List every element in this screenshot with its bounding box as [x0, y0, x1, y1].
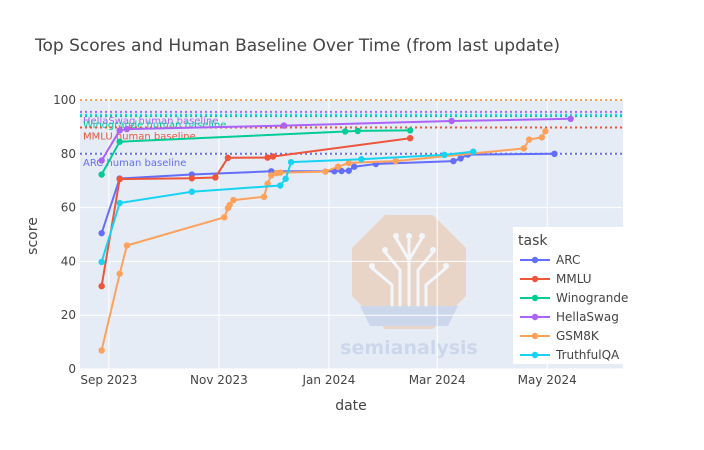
legend-item-label: TruthfulQA	[555, 348, 620, 362]
data-point	[116, 127, 123, 134]
chart-title: Top Scores and Human Baseline Over Time …	[34, 36, 560, 56]
legend-title: task	[518, 233, 548, 249]
axes: 0 20 40 60 80 100 Sep 2023 Nov 2023 Jan 2024 Mar …	[53, 93, 577, 387]
legend-background	[513, 227, 625, 364]
data-point	[226, 201, 233, 209]
data-point	[260, 193, 268, 201]
legend-swatch-marker	[531, 275, 539, 283]
series-lines	[98, 115, 574, 354]
y-tick-label: 40	[61, 254, 76, 268]
data-point	[98, 229, 105, 237]
data-point	[98, 282, 105, 290]
data-point	[287, 158, 295, 166]
legend-swatch-marker	[531, 313, 539, 321]
data-point	[269, 153, 277, 160]
data-point	[98, 258, 105, 266]
x-tick-label: Nov 2023	[190, 373, 248, 387]
y-tick-label: 0	[68, 362, 76, 376]
data-point	[188, 175, 196, 182]
data-point	[212, 174, 219, 181]
legend-item-label: Winogrande	[556, 291, 628, 305]
data-point	[345, 167, 352, 174]
data-point	[123, 125, 131, 133]
data-point	[98, 347, 105, 354]
baseline-label: MMLU human baseline	[83, 131, 196, 142]
baseline-label: HellaSwag human baseline	[83, 116, 218, 127]
x-tick-label: Sep 2023	[80, 373, 137, 387]
data-point	[116, 138, 123, 145]
legend-items: ARC MMLU Winogrande HellaSwag GSM8K TruthfulQ…	[520, 253, 628, 362]
data-point	[322, 168, 329, 175]
data-point	[358, 155, 365, 163]
data-point	[98, 171, 105, 178]
y-axis-title: score	[25, 217, 41, 255]
data-point	[264, 154, 271, 161]
data-point	[334, 163, 342, 170]
series-line	[100, 117, 571, 162]
data-point	[450, 157, 457, 165]
y-tick-label: 20	[61, 308, 76, 322]
data-point	[354, 127, 362, 135]
x-tick-label: May 2024	[518, 373, 577, 387]
legend-swatch-marker	[531, 294, 539, 302]
data-point	[406, 134, 414, 142]
data-point	[470, 148, 477, 155]
data-point	[341, 128, 349, 135]
legend-swatch-marker	[531, 351, 539, 359]
data-point	[345, 159, 352, 167]
legend-swatch-marker	[531, 332, 539, 340]
data-point	[123, 242, 131, 249]
data-point	[542, 128, 549, 135]
y-tick-label: 100	[53, 93, 76, 107]
data-point	[230, 196, 237, 204]
data-point	[98, 157, 105, 164]
baseline-label: Winogrande human baseline	[83, 120, 226, 131]
data-point	[351, 163, 358, 170]
data-point	[268, 172, 275, 179]
data-point	[441, 151, 448, 159]
data-point	[392, 157, 399, 165]
x-tick-label: Mar 2024	[409, 373, 466, 387]
legend-swatch-marker	[531, 256, 539, 264]
data-point	[282, 175, 289, 183]
data-point	[338, 167, 345, 175]
data-point	[280, 122, 288, 129]
data-point	[406, 127, 414, 134]
data-point	[221, 214, 228, 221]
y-tick-label: 60	[61, 201, 76, 215]
legend-item-label: HellaSwag	[556, 310, 619, 324]
y-tick-label: 80	[61, 147, 76, 161]
legend-item-label: ARC	[556, 253, 580, 267]
x-axis-title: date	[335, 398, 367, 414]
data-point	[538, 134, 546, 141]
data-point	[277, 182, 284, 189]
legend-item-label: GSM8K	[556, 329, 600, 343]
data-point	[448, 117, 455, 125]
watermark-text: semianalysis	[340, 337, 478, 359]
data-point	[116, 270, 123, 277]
data-point	[224, 154, 232, 162]
baseline-label: ARC human baseline	[83, 158, 186, 169]
data-point	[188, 188, 196, 195]
data-point	[264, 180, 271, 187]
legend[interactable]: task ARC MMLU Winogrande HellaSwag GSM8K Trut…	[513, 227, 628, 364]
x-tick-label: Jan 2024	[302, 373, 356, 387]
data-point	[551, 150, 558, 157]
data-point	[116, 199, 123, 207]
data-point	[457, 155, 464, 162]
data-point	[525, 136, 533, 143]
data-point	[520, 145, 527, 152]
legend-item-label: MMLU	[556, 272, 592, 286]
data-point	[277, 169, 284, 176]
data-point	[116, 175, 123, 183]
data-point	[567, 115, 574, 123]
